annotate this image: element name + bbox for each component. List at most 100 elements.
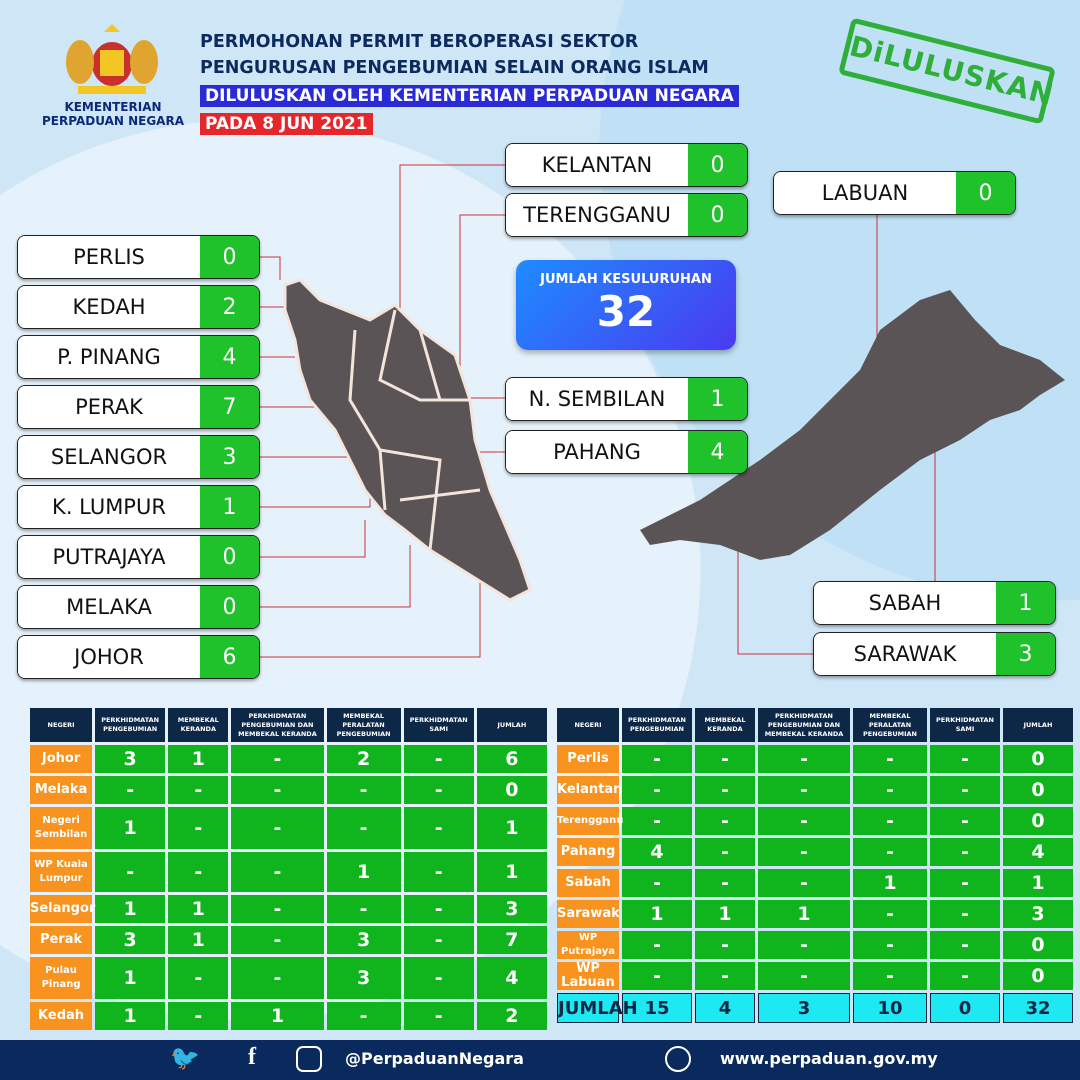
- state-cell: Kedah: [30, 1002, 93, 1030]
- state-count: 3: [996, 633, 1055, 675]
- value-cell: -: [930, 776, 1000, 804]
- value-cell: -: [695, 807, 755, 835]
- state-label-johor: JOHOR 6: [17, 635, 260, 679]
- value-cell: 0: [1003, 931, 1073, 959]
- value-cell: -: [622, 745, 692, 773]
- state-name: SABAH: [814, 582, 996, 624]
- value-cell: -: [930, 745, 1000, 773]
- value-cell: -: [622, 869, 692, 897]
- state-name: LABUAN: [774, 172, 956, 214]
- value-cell: 1: [326, 852, 401, 892]
- value-cell: 7: [476, 926, 547, 954]
- state-label-selangor: SELANGOR 3: [17, 435, 260, 479]
- value-cell: 0: [1003, 745, 1073, 773]
- column-header: MEMBEKAL PERALATAN PENGEBUMIAN: [326, 708, 401, 742]
- table-row: Kedah 1-1- -2: [30, 1002, 547, 1030]
- value-cell: -: [695, 931, 755, 959]
- value-cell: -: [930, 807, 1000, 835]
- value-cell: -: [758, 745, 850, 773]
- value-cell: 4: [476, 957, 547, 999]
- malaysia-map: [259, 164, 1065, 658]
- state-cell: Perlis: [557, 745, 619, 773]
- grand-total-box: JUMLAH KESULURUHAN 32: [516, 260, 736, 350]
- value-cell: -: [930, 869, 1000, 897]
- instagram-icon[interactable]: [296, 1046, 322, 1072]
- state-count: 0: [200, 586, 259, 628]
- value-cell: 1: [1003, 869, 1073, 897]
- table-row: WP Putrajaya - - - - -0: [557, 931, 1073, 959]
- value-cell: 1: [95, 957, 166, 999]
- grand-total-value: 32: [596, 287, 656, 336]
- table-peninsular-states: NEGERI PERKHIDMATAN PENGEBUMIAN MEMBEKAL K…: [27, 705, 550, 1033]
- facebook-icon[interactable]: f: [248, 1044, 256, 1070]
- value-cell: 1: [168, 926, 229, 954]
- value-cell: -: [403, 776, 474, 804]
- twitter-icon[interactable]: 🐦: [170, 1044, 200, 1072]
- state-label-terengganu: TERENGGANU 0: [505, 193, 748, 237]
- value-cell: 3: [476, 895, 547, 923]
- borneo-malaysia: [640, 290, 1065, 560]
- ministry-name: KEMENTERIAN PERPADUAN NEGARA: [42, 100, 184, 128]
- column-header: PERKHIDMATAN SAMI: [403, 708, 474, 742]
- state-cell: Pulau Pinang: [30, 957, 93, 999]
- state-label-k-lumpur: K. LUMPUR 1: [17, 485, 260, 529]
- value-cell: 2: [326, 745, 401, 773]
- value-cell: -: [758, 838, 850, 866]
- state-name: KELANTAN: [506, 144, 688, 186]
- total-cell: 32: [1003, 993, 1073, 1023]
- value-cell: -: [622, 776, 692, 804]
- value-cell: -: [95, 776, 166, 804]
- state-count: 4: [200, 336, 259, 378]
- column-header: JUMLAH: [1003, 708, 1073, 742]
- value-cell: -: [231, 926, 324, 954]
- value-cell: -: [853, 745, 927, 773]
- social-handle[interactable]: @PerpaduanNegara: [345, 1049, 524, 1068]
- title-line-3: DILULUSKAN OLEH KEMENTERIAN PERPADUAN NE…: [200, 85, 739, 107]
- state-count: 7: [200, 386, 259, 428]
- value-cell: 3: [326, 926, 401, 954]
- state-name: MELAKA: [18, 586, 200, 628]
- table-row: Sabah - - -1-1: [557, 869, 1073, 897]
- state-label-labuan: LABUAN 0: [773, 171, 1016, 215]
- value-cell: -: [326, 1002, 401, 1030]
- value-cell: -: [168, 1002, 229, 1030]
- footer-bar: 🐦 f @PerpaduanNegara www.perpaduan.gov.m…: [0, 1040, 1080, 1080]
- value-cell: -: [930, 962, 1000, 990]
- value-cell: 1: [476, 852, 547, 892]
- value-cell: -: [403, 745, 474, 773]
- state-label-kedah: KEDAH 2: [17, 285, 260, 329]
- state-label-perak: PERAK 7: [17, 385, 260, 429]
- value-cell: 0: [1003, 776, 1073, 804]
- website-link[interactable]: www.perpaduan.gov.my: [720, 1049, 938, 1068]
- value-cell: -: [853, 900, 927, 928]
- value-cell: -: [695, 962, 755, 990]
- state-name: P. PINANG: [18, 336, 200, 378]
- value-cell: 3: [95, 926, 166, 954]
- globe-icon: [665, 1046, 691, 1072]
- column-header: PERKHIDMATAN PENGEBUMIAN: [95, 708, 166, 742]
- state-count: 2: [200, 286, 259, 328]
- column-header: MEMBEKAL PERALATAN PENGEBUMIAN: [853, 708, 927, 742]
- value-cell: -: [403, 926, 474, 954]
- value-cell: 1: [853, 869, 927, 897]
- state-name: N. SEMBILAN: [506, 378, 688, 420]
- value-cell: -: [403, 895, 474, 923]
- column-header: MEMBEKAL KERANDA: [695, 708, 755, 742]
- value-cell: -: [853, 962, 927, 990]
- value-cell: -: [231, 807, 324, 849]
- table-row: Perlis - - - - -0: [557, 745, 1073, 773]
- state-label-p-pinang: P. PINANG 4: [17, 335, 260, 379]
- table-row: Negeri Sembilan 1- - - -1: [30, 807, 547, 849]
- table-row: Kelantan - - - - -0: [557, 776, 1073, 804]
- value-cell: 1: [95, 807, 166, 849]
- table-row: Sarawak 1 1 1- -3: [557, 900, 1073, 928]
- state-label-putrajaya: PUTRAJAYA 0: [17, 535, 260, 579]
- column-header: PERKHIDMATAN SAMI: [930, 708, 1000, 742]
- total-cell: 3: [758, 993, 850, 1023]
- value-cell: 1: [168, 895, 229, 923]
- state-count: 0: [200, 236, 259, 278]
- state-label-pahang: PAHANG 4: [505, 430, 748, 474]
- column-header: JUMLAH: [476, 708, 547, 742]
- value-cell: -: [695, 776, 755, 804]
- total-cell: 4: [695, 993, 755, 1023]
